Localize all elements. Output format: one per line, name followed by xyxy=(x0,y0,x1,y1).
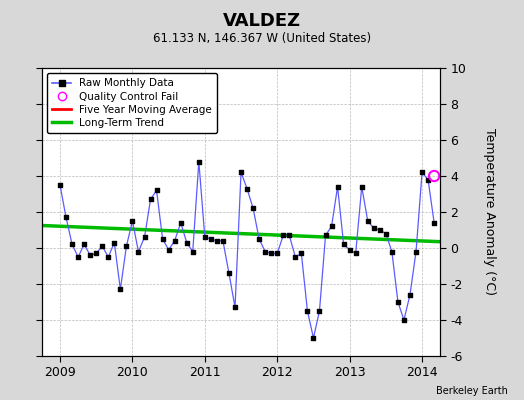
Point xyxy=(357,184,366,190)
Point xyxy=(291,254,300,260)
Point xyxy=(412,248,420,255)
Point xyxy=(333,184,342,190)
Point xyxy=(309,335,318,341)
Point xyxy=(400,317,408,323)
Point xyxy=(369,225,378,231)
Y-axis label: Temperature Anomaly (°C): Temperature Anomaly (°C) xyxy=(483,128,496,296)
Point xyxy=(406,292,414,298)
Point xyxy=(213,238,221,244)
Point xyxy=(194,158,203,165)
Point xyxy=(424,176,432,183)
Point xyxy=(394,299,402,305)
Point xyxy=(279,232,288,238)
Point xyxy=(104,254,113,260)
Point xyxy=(86,252,94,258)
Point xyxy=(315,308,324,314)
Point xyxy=(122,243,130,250)
Legend: Raw Monthly Data, Quality Control Fail, Five Year Moving Average, Long-Term Tren: Raw Monthly Data, Quality Control Fail, … xyxy=(47,73,217,133)
Point xyxy=(364,218,372,224)
Point xyxy=(56,182,64,188)
Point xyxy=(303,308,312,314)
Point xyxy=(285,232,293,238)
Point xyxy=(430,220,439,226)
Point xyxy=(92,250,101,257)
Point xyxy=(68,241,77,248)
Point xyxy=(182,239,191,246)
Text: Berkeley Earth: Berkeley Earth xyxy=(436,386,508,396)
Point xyxy=(345,246,354,253)
Point xyxy=(177,220,185,226)
Point xyxy=(116,286,125,293)
Point xyxy=(74,254,82,260)
Point xyxy=(189,248,197,255)
Text: 61.133 N, 146.367 W (United States): 61.133 N, 146.367 W (United States) xyxy=(153,32,371,45)
Point xyxy=(165,246,173,253)
Point xyxy=(62,214,70,221)
Point xyxy=(243,186,251,192)
Point xyxy=(219,238,227,244)
Point xyxy=(321,232,330,238)
Point xyxy=(340,241,348,248)
Point xyxy=(352,250,360,257)
Point xyxy=(255,236,264,242)
Point xyxy=(80,241,89,248)
Point xyxy=(297,250,305,257)
Point xyxy=(206,236,215,242)
Point xyxy=(261,248,269,255)
Point xyxy=(388,248,396,255)
Point xyxy=(146,196,155,203)
Point xyxy=(225,270,233,276)
Point xyxy=(140,234,149,240)
Point xyxy=(267,250,276,257)
Point xyxy=(231,304,239,310)
Point xyxy=(249,205,257,212)
Point xyxy=(376,227,384,233)
Point xyxy=(98,243,106,250)
Point xyxy=(158,236,167,242)
Point xyxy=(110,239,118,246)
Point xyxy=(152,187,161,194)
Point xyxy=(418,169,426,176)
Point xyxy=(430,173,439,179)
Text: VALDEZ: VALDEZ xyxy=(223,12,301,30)
Point xyxy=(170,238,179,244)
Point xyxy=(201,234,209,240)
Point xyxy=(134,248,143,255)
Point xyxy=(273,250,281,257)
Point xyxy=(128,218,137,224)
Point xyxy=(237,169,245,176)
Point xyxy=(381,230,390,237)
Point xyxy=(328,223,336,230)
